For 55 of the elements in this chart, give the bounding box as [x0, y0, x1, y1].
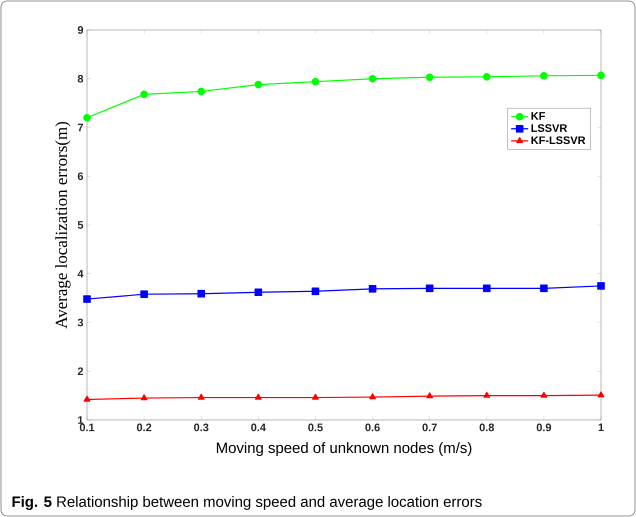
y-tick-label: 4: [78, 270, 84, 278]
point: [83, 295, 91, 303]
point: [140, 290, 148, 298]
point: [254, 80, 262, 88]
point: [254, 394, 262, 400]
point: [426, 284, 434, 292]
point: [540, 284, 548, 292]
point: [540, 72, 548, 80]
point: [369, 393, 376, 400]
point: [597, 282, 605, 290]
x-tick-label: 0.4: [251, 424, 266, 432]
legend-label: KF: [531, 112, 545, 120]
point: [140, 90, 148, 98]
x-tick-label: 0.5: [308, 424, 323, 432]
point: [598, 391, 604, 398]
point: [312, 287, 320, 296]
y-axis-title: Average localization errors(m): [55, 122, 71, 329]
x-tick-label: 1: [598, 424, 604, 432]
x-tick-label: 0.2: [136, 424, 152, 432]
point: [368, 285, 376, 293]
point: [482, 72, 491, 81]
y-tick-label: 3: [78, 318, 84, 326]
point: [198, 394, 205, 400]
point: [597, 72, 605, 80]
y-tick-label: 9: [78, 26, 84, 34]
x-tick-label: 0.7: [422, 424, 437, 432]
point: [483, 392, 490, 398]
point: [482, 284, 491, 292]
x-axis-title: Moving speed of unknown nodes (m/s): [216, 442, 472, 456]
point: [426, 392, 434, 398]
point: [197, 88, 206, 96]
y-tick-label: 5: [78, 221, 84, 229]
point: [140, 394, 148, 400]
text: Fig. 5 Relationship between moving speed and average location errors: [12, 496, 482, 510]
y-tick-label: 8: [78, 74, 84, 83]
point: [540, 392, 548, 398]
x-tick-label: 0.8: [480, 424, 494, 432]
y-tick-label: 1: [78, 416, 84, 424]
x-tick-label: 0.6: [365, 424, 380, 432]
point: [426, 73, 434, 82]
point: [312, 394, 319, 400]
point: [84, 396, 90, 402]
y-tick-label: 7: [78, 124, 84, 132]
x-tick-label: 0.1: [80, 424, 94, 432]
legend-label: LSSVR: [531, 124, 568, 132]
legend-label: KF-LSSVR: [531, 136, 586, 144]
point: [254, 288, 262, 296]
point: [368, 74, 376, 83]
y-tick-label: 6: [78, 172, 84, 180]
point: [312, 78, 320, 86]
y-tick-label: 2: [78, 367, 84, 376]
point: [83, 114, 91, 122]
point: [197, 290, 206, 298]
x-tick-label: 0.9: [536, 424, 552, 432]
x-tick-label: 0.3: [194, 424, 208, 432]
